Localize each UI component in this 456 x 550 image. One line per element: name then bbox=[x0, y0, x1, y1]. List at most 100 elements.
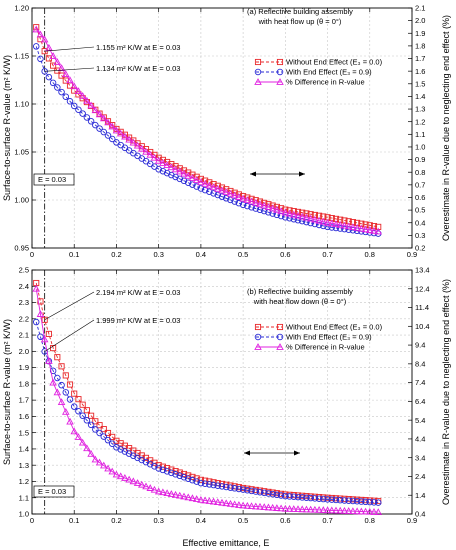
data-point bbox=[138, 144, 146, 152]
data-point bbox=[171, 490, 180, 498]
data-point bbox=[188, 494, 197, 502]
data-point bbox=[336, 506, 344, 514]
x-tick-label: 0.1 bbox=[69, 250, 79, 259]
x-tick-label: 0.6 bbox=[280, 516, 290, 525]
data-point bbox=[201, 186, 209, 194]
y-tick-label-left: 2.4 bbox=[19, 282, 29, 291]
data-point bbox=[332, 224, 340, 232]
data-point bbox=[222, 195, 230, 202]
data-point bbox=[366, 226, 374, 233]
y-tick-label-left: 1.20 bbox=[14, 4, 29, 13]
y-tick-label-right: 1.2 bbox=[415, 117, 425, 126]
y-tick-label-left: 2.0 bbox=[19, 347, 29, 356]
data-point bbox=[95, 110, 104, 118]
y-tick-label-right: 1.8 bbox=[415, 41, 425, 50]
y-tick-label-right: 2.1 bbox=[415, 4, 425, 13]
data-point bbox=[41, 316, 48, 323]
data-point bbox=[159, 167, 167, 175]
data-point bbox=[210, 481, 217, 489]
data-point bbox=[185, 472, 192, 479]
data-point bbox=[206, 188, 213, 195]
data-point bbox=[100, 461, 108, 469]
data-point bbox=[197, 175, 204, 182]
data-point bbox=[125, 135, 133, 143]
data-point bbox=[185, 169, 192, 176]
y-tick-label-left: 1.00 bbox=[14, 196, 29, 205]
data-point bbox=[57, 398, 66, 405]
data-point bbox=[62, 70, 70, 78]
data-point bbox=[150, 485, 159, 493]
data-point bbox=[49, 52, 57, 59]
data-point bbox=[298, 494, 306, 501]
data-point bbox=[311, 495, 319, 502]
data-point bbox=[214, 482, 222, 489]
e-marker-box bbox=[33, 173, 75, 186]
data-point bbox=[247, 197, 256, 205]
data-point bbox=[167, 163, 176, 171]
data-point bbox=[273, 491, 281, 499]
data-point bbox=[268, 503, 277, 511]
data-point bbox=[168, 171, 175, 179]
y-tick-label-left: 1.7 bbox=[19, 396, 29, 405]
data-point bbox=[209, 183, 218, 191]
data-point bbox=[374, 499, 382, 506]
y-tick-label-left: 1.1 bbox=[19, 493, 29, 502]
legend-marker bbox=[276, 68, 284, 76]
data-point bbox=[133, 479, 142, 486]
data-point bbox=[256, 200, 264, 208]
data-point bbox=[197, 476, 204, 483]
data-point bbox=[180, 177, 188, 185]
data-point bbox=[74, 433, 83, 440]
data-point bbox=[188, 174, 197, 181]
data-point bbox=[189, 476, 196, 484]
data-point bbox=[336, 496, 344, 504]
x-tick-label: 0.5 bbox=[238, 250, 248, 259]
y-tick-label-left: 1.0 bbox=[19, 510, 29, 519]
y-tick-label-left: 1.5 bbox=[19, 428, 29, 437]
data-point bbox=[104, 118, 112, 126]
data-point bbox=[58, 72, 65, 79]
x-tick-label: 0.3 bbox=[153, 516, 163, 525]
data-point bbox=[320, 495, 327, 503]
data-point bbox=[197, 178, 205, 186]
data-point bbox=[239, 501, 247, 509]
data-point bbox=[192, 176, 201, 184]
y-tick-label-left: 0.95 bbox=[14, 244, 29, 253]
y-tick-label-left: 1.9 bbox=[19, 363, 29, 372]
x-tick-label: 0.7 bbox=[322, 516, 332, 525]
y-tick-label-left: 2.2 bbox=[19, 314, 29, 323]
data-point bbox=[62, 407, 70, 415]
data-point bbox=[218, 193, 226, 200]
data-point bbox=[193, 183, 200, 190]
data-point bbox=[180, 169, 188, 177]
x-tick-label: 0 bbox=[30, 250, 34, 259]
y-tick-label-right: 1.6 bbox=[415, 67, 425, 76]
y-tick-label-right: 5.4 bbox=[415, 416, 425, 425]
data-point bbox=[243, 196, 252, 203]
legend-marker bbox=[254, 323, 262, 331]
x-tick-label: 0.2 bbox=[111, 516, 121, 525]
data-point bbox=[49, 367, 57, 375]
data-point bbox=[319, 217, 328, 225]
data-point bbox=[273, 504, 281, 511]
data-point bbox=[104, 132, 112, 139]
data-point bbox=[323, 218, 332, 226]
data-point bbox=[116, 129, 125, 137]
y-axis-label-left: Surface-to-surface R-value (m² K/W) bbox=[2, 55, 12, 201]
data-point bbox=[104, 429, 112, 437]
data-point bbox=[311, 220, 319, 228]
y-tick-label-right: 1.9 bbox=[415, 29, 425, 38]
data-point bbox=[129, 477, 138, 485]
data-point bbox=[32, 25, 40, 33]
data-point bbox=[260, 503, 268, 510]
data-point bbox=[239, 194, 247, 202]
data-point bbox=[315, 221, 323, 229]
data-point bbox=[353, 498, 361, 505]
data-point bbox=[201, 496, 209, 504]
data-point bbox=[290, 208, 297, 215]
data-point bbox=[235, 199, 243, 207]
data-point bbox=[108, 440, 116, 447]
data-point bbox=[370, 499, 378, 506]
data-point bbox=[332, 220, 340, 228]
data-point bbox=[218, 186, 226, 194]
